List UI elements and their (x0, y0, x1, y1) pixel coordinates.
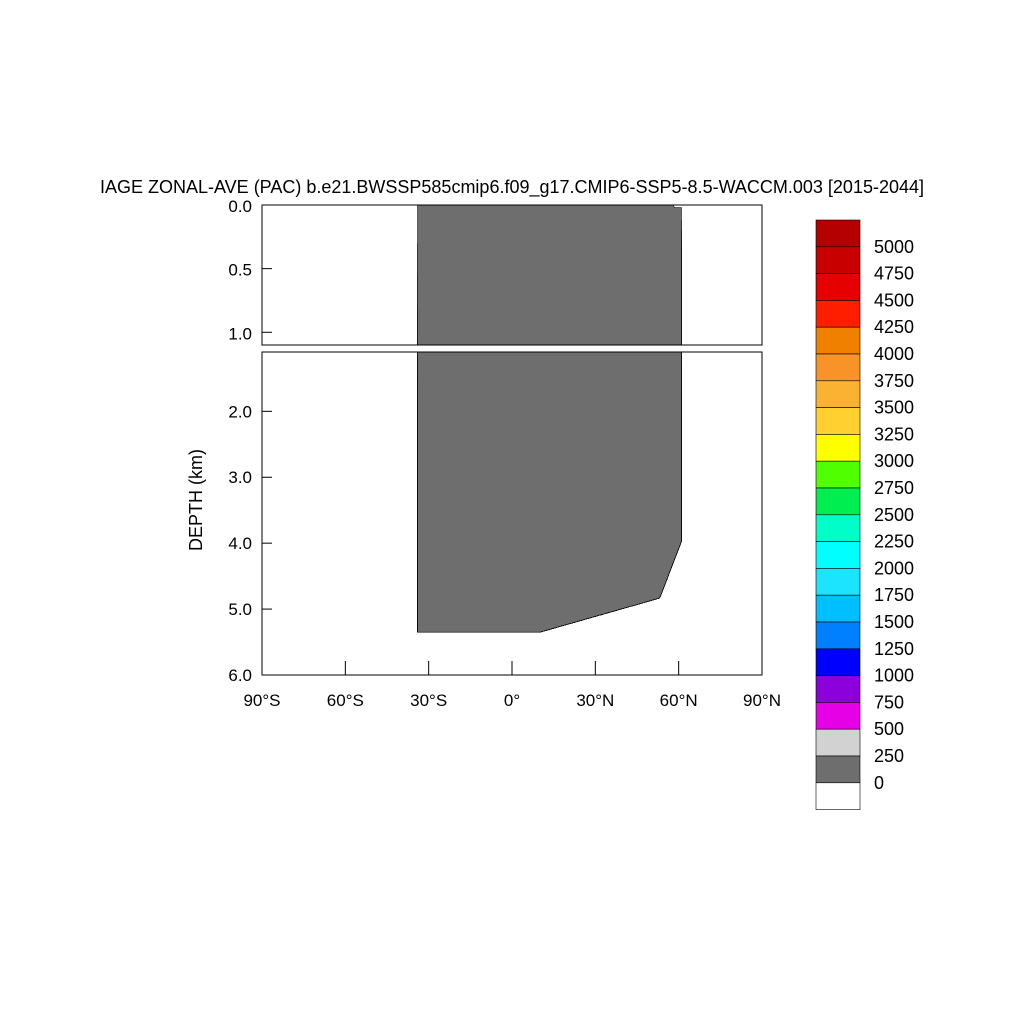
contour-band (417, 352, 682, 633)
chart-title: IAGE ZONAL-AVE (PAC) b.e21.BWSSP585cmip6… (100, 177, 924, 198)
colorbar-swatch (815, 568, 861, 596)
x-tick-label: 60°S (327, 691, 364, 710)
x-tick-label: 30°N (576, 691, 614, 710)
y-axis-label: DEPTH (km) (186, 449, 206, 551)
colorbar-swatch (815, 755, 861, 784)
colorbar-label: 0 (874, 773, 884, 793)
colorbar-swatch (815, 621, 861, 650)
y-tick-label: 2.0 (228, 402, 252, 421)
colorbar-swatch (815, 353, 861, 382)
x-tick-label: 60°N (660, 691, 698, 710)
colorbar-label: 3500 (874, 398, 914, 418)
upper-y-axis: 0.0 0.5 1.0 (228, 197, 272, 343)
y-tick-label: 1.0 (228, 324, 252, 343)
colorbar-swatch (815, 594, 861, 623)
colorbar-label: 3750 (874, 371, 914, 391)
x-tick-label: 0° (504, 691, 520, 710)
x-tick-label: 30°S (410, 691, 447, 710)
colorbar-label: 2500 (874, 505, 914, 525)
colorbar-label: 500 (874, 719, 904, 739)
x-tick-label: 90°N (743, 691, 781, 710)
colorbar-swatch (815, 541, 861, 569)
lower-y-axis: 2.0 3.0 4.0 5.0 6.0 (228, 402, 272, 685)
y-tick-label: 0.0 (228, 197, 252, 216)
x-tick-label: 90°S (243, 691, 280, 710)
colorbar-swatch (815, 675, 861, 703)
colorbar-label: 1750 (874, 585, 914, 605)
colorbar-label: 3000 (874, 451, 914, 471)
colorbar-label: 1500 (874, 612, 914, 632)
colorbar-swatch (815, 728, 861, 757)
y-tick-label: 3.0 (228, 468, 252, 487)
y-tick-label: 5.0 (228, 600, 252, 619)
colorbar-swatch (815, 219, 861, 248)
colorbar-label: 2000 (874, 558, 914, 578)
colorbar-label: 5000 (874, 237, 914, 257)
y-tick-label: 4.0 (228, 534, 252, 553)
colorbar-label: 250 (874, 746, 904, 766)
colorbar-swatch (815, 782, 861, 810)
colorbar-label: 4000 (874, 344, 914, 364)
x-axis: 90°S 60°S 30°S 0° 30°N 60°N 90°N (243, 661, 781, 710)
colorbar-swatch (815, 702, 861, 730)
lower-panel-contours (417, 352, 682, 633)
colorbar: 5000475045004250400037503500325030002750… (815, 219, 914, 810)
y-tick-label: 0.5 (228, 261, 252, 280)
colorbar-swatch (815, 434, 861, 462)
colorbar-label: 3250 (874, 424, 914, 444)
colorbar-label: 750 (874, 692, 904, 712)
contour-band (417, 205, 682, 345)
upper-panel-contours (417, 205, 682, 345)
colorbar-label: 2750 (874, 478, 914, 498)
y-tick-label: 6.0 (228, 666, 252, 685)
colorbar-swatch (815, 326, 861, 355)
colorbar-swatch (815, 487, 861, 516)
colorbar-label: 4500 (874, 290, 914, 310)
colorbar-label: 1250 (874, 639, 914, 659)
colorbar-label: 4250 (874, 317, 914, 337)
colorbar-swatch (815, 407, 861, 435)
colorbar-label: 2250 (874, 532, 914, 552)
colorbar-swatch (815, 246, 861, 274)
colorbar-swatch (815, 648, 861, 676)
colorbar-swatch (815, 380, 861, 408)
colorbar-label: 1000 (874, 666, 914, 686)
colorbar-label: 4750 (874, 264, 914, 284)
colorbar-swatch (815, 460, 861, 489)
upper-panel-frame (261, 204, 763, 346)
colorbar-swatch (815, 273, 861, 301)
colorbar-swatch (815, 300, 861, 328)
colorbar-swatch (815, 514, 861, 542)
